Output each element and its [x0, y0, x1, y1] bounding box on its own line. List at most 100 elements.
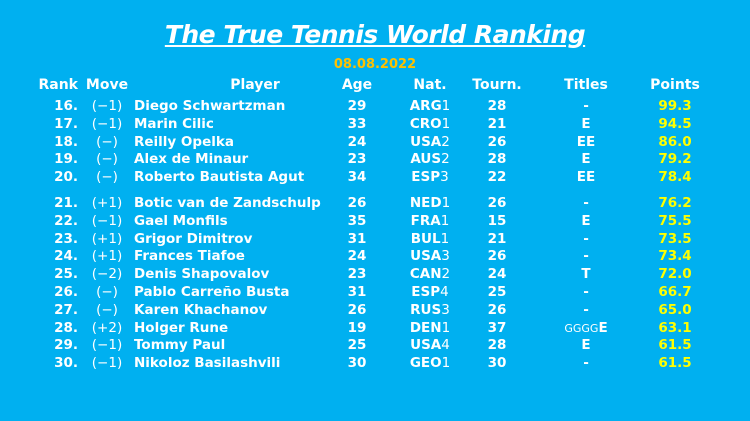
tournaments: 28 — [487, 151, 507, 168]
nat-code: FRA — [410, 212, 441, 229]
nationality: ARG1 — [400, 98, 460, 114]
nat-code: USA — [410, 248, 442, 265]
nat-rank: 3 — [440, 169, 449, 186]
titles-value: - — [583, 284, 589, 300]
rank: 17. — [54, 115, 78, 132]
move: (−) — [96, 133, 118, 150]
nat-code: BUL — [410, 230, 441, 247]
move: (+1) — [91, 248, 123, 265]
titles-value: E — [581, 115, 591, 132]
table-row: 23. (+1) Grigor Dimitrov 31 BUL1 21 - 73.5 — [0, 231, 750, 249]
titles: E — [546, 213, 626, 229]
titles: - — [546, 98, 626, 114]
age: 23 — [347, 266, 367, 283]
rank: 19. — [54, 151, 78, 168]
player-name: Tommy Paul — [134, 337, 226, 354]
move: (−1) — [91, 212, 123, 229]
rank: 16. — [54, 98, 78, 114]
tournaments: 26 — [487, 248, 507, 265]
age: 34 — [347, 169, 367, 186]
points: 73.4 — [658, 248, 692, 265]
header-rank: Rank — [38, 77, 78, 93]
titles-value: - — [583, 195, 589, 211]
header-player: Player — [230, 77, 280, 93]
table-row: 21. (+1) Botic van de Zandschulp 26 NED1 26 - 7… — [0, 195, 750, 213]
age: 31 — [347, 284, 367, 300]
titles: - — [546, 195, 626, 211]
table-row: 19. (−) Alex de Minaur 23 AUS2 28 E 79.2 — [0, 151, 750, 169]
table-row: 29. (−1) Tommy Paul 25 USA4 28 E 61.5 — [0, 337, 750, 355]
header-age: Age — [341, 77, 373, 93]
age: 29 — [347, 98, 367, 114]
tournaments: 28 — [487, 98, 507, 114]
player-name: Reilly Opelka — [134, 133, 234, 150]
nat-code: AUS — [410, 151, 442, 168]
titles: EE — [546, 169, 626, 185]
header-move: Move — [85, 77, 129, 93]
table-row: 22. (−1) Gael Monfils 35 FRA1 15 E 75.5 — [0, 213, 750, 231]
player-name: Diego Schwartzman — [134, 98, 286, 114]
tournaments: 26 — [487, 133, 507, 150]
move: (+1) — [91, 230, 123, 247]
nat-rank: 1 — [441, 98, 451, 114]
rank: 29. — [54, 337, 78, 354]
table-row: 24. (+1) Frances Tiafoe 24 USA3 26 - 73.4 — [0, 248, 750, 266]
nat-code: ESP — [411, 169, 441, 186]
player-name: Roberto Bautista Agut — [134, 169, 305, 186]
nat-code: ESP — [411, 284, 441, 300]
titles-value: T — [581, 266, 591, 283]
titles-prefix: GGGG — [564, 321, 599, 335]
nationality: BUL1 — [400, 231, 460, 247]
nat-rank: 4 — [440, 284, 449, 300]
table-row: 20. (−) Roberto Bautista Agut 34 ESP3 22 EE 78.… — [0, 169, 750, 187]
player-name: Frances Tiafoe — [134, 248, 245, 265]
titles: - — [546, 355, 626, 371]
nat-code: NED — [409, 195, 442, 211]
titles: E — [546, 151, 626, 167]
age: 23 — [347, 151, 367, 168]
rank: 22. — [54, 212, 78, 229]
tournaments: 28 — [487, 337, 507, 354]
age: 31 — [347, 230, 367, 247]
rank: 23. — [54, 230, 78, 247]
titles: GGGGE — [546, 320, 626, 336]
tournaments: 37 — [487, 319, 507, 336]
nationality: USA4 — [400, 337, 460, 353]
player-name: Denis Shapovalov — [134, 266, 270, 283]
nationality: USA2 — [400, 134, 460, 150]
nat-rank: 2 — [441, 151, 450, 168]
titles-value: E — [581, 212, 591, 229]
move: (−1) — [91, 115, 123, 132]
nat-code: CRO — [409, 115, 442, 132]
header-points: Points — [650, 77, 700, 93]
age: 24 — [347, 248, 367, 265]
points: 94.5 — [658, 115, 692, 132]
rank: 30. — [54, 355, 78, 372]
move: (+2) — [91, 319, 123, 336]
points: 86.0 — [658, 133, 692, 150]
table-row: 30. (−1) Nikoloz Basilashvili 30 GEO1 30 - 61.5 — [0, 355, 750, 373]
nat-rank: 1 — [441, 195, 451, 211]
nationality: ESP3 — [400, 169, 460, 185]
move: (−1) — [91, 98, 123, 114]
titles: - — [546, 302, 626, 318]
nationality: CAN2 — [400, 266, 460, 282]
titles-value: EE — [576, 133, 596, 150]
points: 61.5 — [658, 337, 692, 354]
titles: - — [546, 284, 626, 300]
move: (−1) — [91, 355, 123, 372]
move: (−) — [96, 151, 118, 168]
points: 72.0 — [658, 266, 692, 283]
player-name: Botic van de Zandschulp — [134, 195, 321, 211]
nationality: AUS2 — [400, 151, 460, 167]
rank: 25. — [54, 266, 78, 283]
nat-rank: 4 — [441, 337, 450, 354]
points: 66.7 — [658, 284, 692, 300]
table-row: 25. (−2) Denis Shapovalov 23 CAN2 24 T 72.0 — [0, 266, 750, 284]
titles: E — [546, 116, 626, 132]
tournaments: 15 — [487, 212, 507, 229]
points: 63.1 — [658, 319, 692, 336]
points: 75.5 — [658, 212, 692, 229]
nat-code: CAN — [409, 266, 442, 283]
points: 99.3 — [658, 98, 692, 114]
